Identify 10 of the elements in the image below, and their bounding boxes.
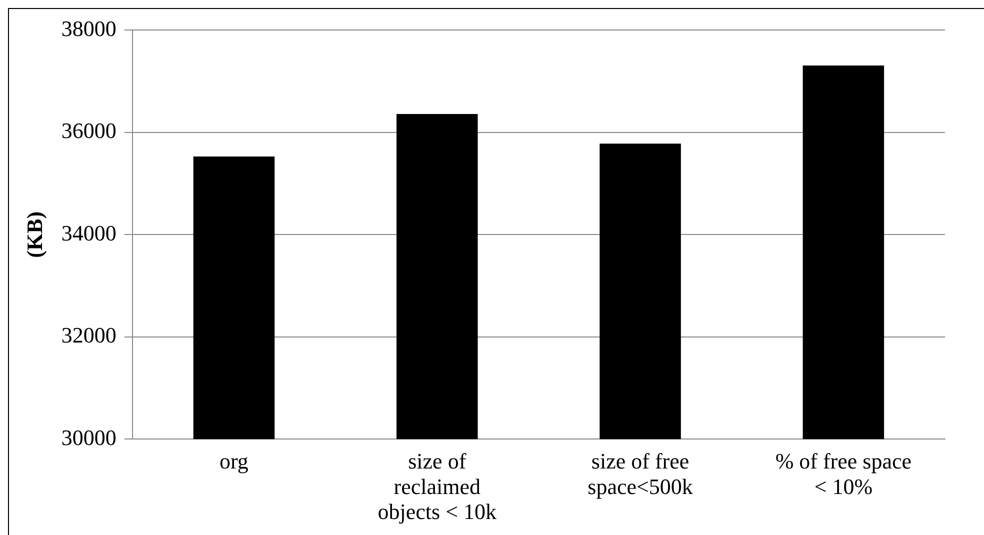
y-tick-label: 30000 — [61, 424, 116, 450]
y-tick-label: 38000 — [61, 16, 116, 41]
x-tick-label: size of reclaimed objects < 10k — [378, 448, 496, 524]
y-tick-label: 34000 — [61, 220, 116, 246]
y-tick-label: 32000 — [61, 322, 116, 348]
y-tick-label: 36000 — [61, 118, 116, 144]
y-axis-title: (KB) — [22, 211, 47, 258]
x-tick-label: size of free space<500k — [588, 448, 693, 499]
x-tick-label: org — [220, 448, 248, 474]
x-tick-label: % of free space < 10% — [775, 448, 912, 499]
